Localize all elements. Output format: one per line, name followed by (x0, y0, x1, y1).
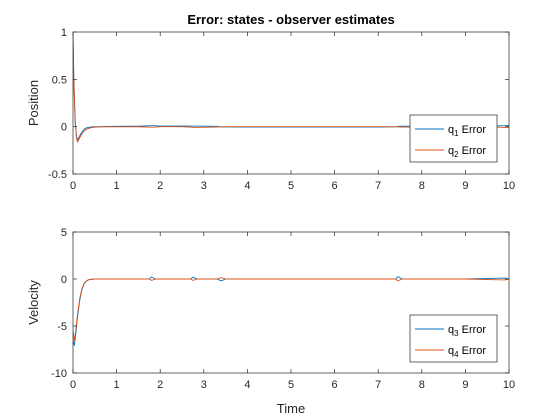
y-tick-label: 0.5 (52, 74, 67, 86)
y-tick-label: -5 (57, 321, 67, 333)
x-tick-label: 4 (244, 379, 250, 391)
x-tick-label: 9 (462, 379, 468, 391)
x-tick-label: 5 (288, 180, 294, 192)
legend-label: q2 Error (448, 145, 486, 159)
x-tick-label: 3 (201, 180, 207, 192)
chart-title: Error: states - observer estimates (187, 12, 394, 27)
x-tick-label: 2 (157, 180, 163, 192)
legend-label: q4 Error (448, 345, 486, 359)
y-tick-label: 5 (61, 227, 67, 239)
x-tick-label: 0 (70, 180, 76, 192)
x-tick-label: 2 (157, 379, 163, 391)
y-axis-label: Velocity (26, 280, 41, 325)
x-tick-label: 10 (503, 180, 515, 192)
y-tick-label: 0 (61, 122, 67, 134)
x-tick-label: 9 (462, 180, 468, 192)
legend: q3 Error q4 Error (409, 314, 498, 363)
x-tick-label: 5 (288, 379, 294, 391)
legend: q1 Error q2 Error (409, 114, 498, 163)
x-tick-label: 4 (244, 180, 250, 192)
legend-label: q3 Error (448, 324, 486, 338)
y-tick-label: 0 (61, 274, 67, 286)
y-tick-label: -0.5 (48, 169, 67, 181)
series-group (73, 276, 509, 346)
x-tick-label: 7 (375, 379, 381, 391)
series-line-q4 (73, 277, 509, 342)
legend-box (409, 114, 498, 163)
x-tick-label: 6 (332, 379, 338, 391)
x-tick-label: 0 (70, 379, 76, 391)
x-axis-label: Time (277, 401, 305, 416)
x-tick-label: 8 (419, 180, 425, 192)
x-tick-label: 1 (114, 180, 120, 192)
x-tick-label: 7 (375, 180, 381, 192)
x-tick-label: 1 (114, 379, 120, 391)
x-tick-label: 3 (201, 379, 207, 391)
y-tick-label: -10 (51, 368, 67, 380)
x-tick-label: 6 (332, 180, 338, 192)
legend-label: q1 Error (448, 124, 486, 138)
x-tick-label: 8 (419, 379, 425, 391)
legend-box (409, 314, 498, 363)
y-axis-label: Position (26, 80, 41, 126)
y-tick-label: 1 (61, 27, 67, 39)
x-tick-label: 10 (503, 379, 515, 391)
